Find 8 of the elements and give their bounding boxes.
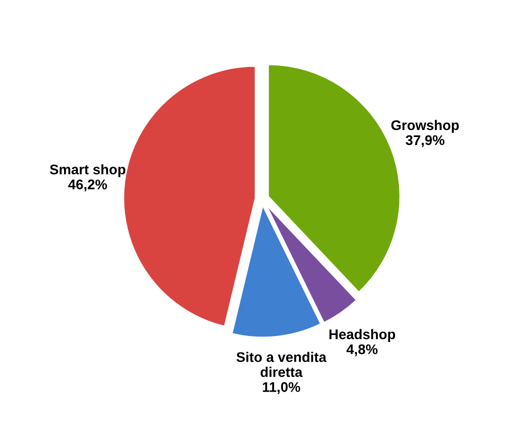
data-label: 11,0% [262, 382, 300, 394]
slice-label: Headshop [329, 329, 396, 342]
slice-label: Smart shop [50, 164, 126, 178]
slice-label: Growshop [391, 120, 459, 133]
slice-label: Sito a vendita diretta [236, 352, 327, 378]
data-label: 37,9% [406, 135, 444, 148]
data-label: 4,8% [346, 344, 378, 356]
data-label: 46,2% [68, 180, 108, 192]
